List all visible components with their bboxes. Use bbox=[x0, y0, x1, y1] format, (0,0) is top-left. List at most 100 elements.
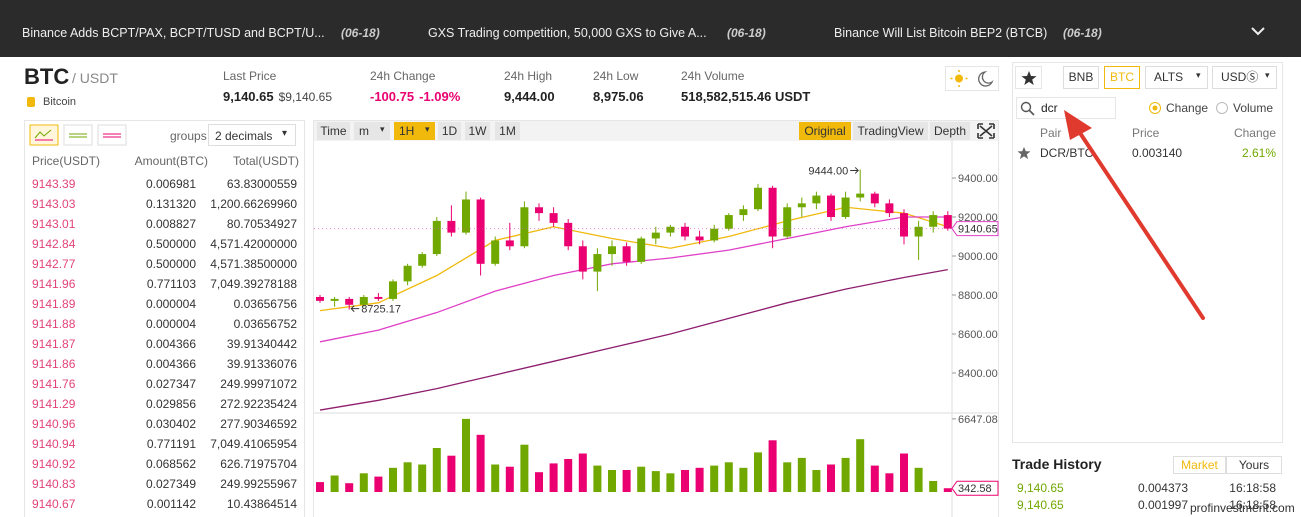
search-icon bbox=[1020, 101, 1035, 116]
candle-body bbox=[739, 209, 748, 216]
ask-total: 7,049.39278188 bbox=[210, 277, 297, 291]
candle-body bbox=[856, 193, 865, 198]
trade-amount: 0.004373 bbox=[1137, 481, 1188, 495]
sort-option[interactable]: Change bbox=[1166, 101, 1209, 115]
groups-select[interactable]: 2 decimals bbox=[208, 124, 296, 146]
section-title: Trade History bbox=[1012, 456, 1102, 472]
y-tick-label: 8600.00 bbox=[958, 329, 998, 341]
stat-value: -100.75 bbox=[370, 89, 415, 104]
volume-bar bbox=[403, 462, 412, 492]
theme-icons bbox=[950, 70, 994, 87]
candle-body bbox=[870, 193, 879, 204]
history-tab[interactable]: Market bbox=[1173, 456, 1226, 474]
ticker-chevron[interactable] bbox=[1250, 25, 1266, 37]
candle-body bbox=[637, 238, 646, 262]
candle-body bbox=[841, 197, 850, 218]
y-tick-label: 9000.00 bbox=[958, 251, 998, 263]
volume-bar bbox=[374, 476, 383, 492]
trade-time: 16:18:58 bbox=[1229, 498, 1276, 512]
column-header: Amount(BTC) bbox=[134, 154, 208, 168]
volume-bar bbox=[549, 463, 558, 492]
search-text[interactable]: dcr bbox=[1041, 101, 1058, 115]
ask-price: 9140.96 bbox=[32, 417, 76, 431]
chart-view-button[interactable]: Original bbox=[799, 122, 851, 140]
market-tab[interactable]: BNB bbox=[1063, 66, 1099, 89]
volume-bar bbox=[316, 482, 324, 492]
candle-body bbox=[359, 296, 368, 305]
ask-price: 9142.84 bbox=[32, 237, 76, 251]
volume-bar bbox=[462, 418, 470, 492]
expand-icon[interactable] bbox=[977, 123, 995, 139]
moving-average bbox=[319, 269, 948, 411]
candle-body bbox=[403, 265, 412, 282]
radio-buttons[interactable] bbox=[1148, 101, 1238, 115]
sort-option[interactable]: Volume bbox=[1233, 101, 1274, 115]
last-volume-tag: 342.58 bbox=[958, 483, 992, 495]
stat-value: 9,444.00 bbox=[504, 89, 555, 104]
candle-body bbox=[476, 199, 485, 264]
candle-body bbox=[462, 199, 470, 233]
ask-total: 272.92235424 bbox=[220, 397, 297, 411]
volume-bar bbox=[651, 471, 660, 492]
pair-price: 0.003140 bbox=[1132, 146, 1183, 160]
interval-button[interactable]: m bbox=[354, 122, 390, 140]
ask-total: 277.90346592 bbox=[220, 417, 297, 431]
column-header: Price(USDT) bbox=[32, 154, 100, 168]
market-header: Pair bbox=[1040, 126, 1062, 140]
last-price-tag-box bbox=[951, 221, 999, 237]
interval-button[interactable]: 1W bbox=[465, 122, 490, 140]
ask-amount: 0.008827 bbox=[145, 217, 196, 231]
market-tab[interactable]: USDⓈ bbox=[1212, 66, 1277, 89]
chart-panel bbox=[313, 120, 999, 517]
caret: ▾ bbox=[1196, 70, 1201, 80]
volume-bar bbox=[870, 465, 879, 492]
volume-bar bbox=[724, 462, 733, 492]
trade-price: 9,140.65 bbox=[1017, 498, 1064, 512]
extreme-arrow bbox=[350, 305, 360, 312]
pair[interactable]: DCR/BTC bbox=[1040, 146, 1094, 160]
groups-label: groups bbox=[170, 129, 207, 143]
ask-price: 9140.67 bbox=[32, 497, 76, 511]
order-book-view-icons[interactable] bbox=[29, 124, 129, 146]
chart-view-button[interactable]: TradingView bbox=[853, 122, 928, 140]
ask-amount: 0.001142 bbox=[146, 497, 196, 511]
row-star[interactable] bbox=[1017, 146, 1031, 160]
ticker-text[interactable]: GXS Trading competition, 50,000 GXS to G… bbox=[428, 26, 707, 40]
favorites-tab[interactable] bbox=[1015, 66, 1042, 89]
volume-bar bbox=[783, 462, 792, 492]
ticker-text[interactable]: Binance Will List Bitcoin BEP2 (BTCB) bbox=[834, 26, 1048, 40]
extreme-arrow bbox=[850, 167, 859, 174]
ask-total: 7,049.41065954 bbox=[210, 437, 297, 451]
interval-button[interactable]: 1M bbox=[495, 122, 520, 140]
ask-price: 9143.39 bbox=[32, 177, 76, 191]
volume-bar bbox=[608, 470, 616, 492]
chart-view-button[interactable]: Depth bbox=[930, 122, 970, 140]
interval-button[interactable]: 1D bbox=[438, 122, 461, 140]
stat-label: 24h Change bbox=[370, 69, 436, 83]
candle-body bbox=[564, 222, 573, 247]
interval-button[interactable]: 1H bbox=[394, 122, 435, 140]
candle-body bbox=[783, 207, 792, 237]
ask-total: 4,571.42000000 bbox=[210, 237, 297, 251]
candle-body bbox=[900, 213, 908, 237]
volume-bar bbox=[666, 473, 675, 492]
market-tab[interactable]: ALTS bbox=[1145, 66, 1208, 89]
market-tab[interactable]: BTC bbox=[1104, 66, 1140, 89]
stat-label: 24h High bbox=[504, 69, 553, 83]
ask-amount: 0.027349 bbox=[145, 477, 196, 491]
volume-bar bbox=[900, 453, 908, 492]
volume-bar bbox=[491, 464, 500, 492]
interval-button[interactable]: Time bbox=[317, 122, 350, 140]
volume-bar bbox=[739, 467, 748, 492]
history-tab[interactable]: Yours bbox=[1226, 456, 1282, 474]
candle-body bbox=[535, 207, 543, 214]
ticker-text[interactable]: Binance Adds BCPT/PAX, BCPT/TUSD and BCP… bbox=[22, 26, 325, 40]
extreme-label: 8725.17 bbox=[361, 304, 401, 316]
ask-price: 9141.87 bbox=[32, 337, 76, 351]
ask-amount: 0.500000 bbox=[145, 257, 196, 271]
caret: ▾ bbox=[1265, 70, 1270, 80]
theme-toggle[interactable] bbox=[945, 66, 999, 91]
volume-bar bbox=[330, 475, 339, 492]
ticker-bar bbox=[0, 0, 1301, 57]
